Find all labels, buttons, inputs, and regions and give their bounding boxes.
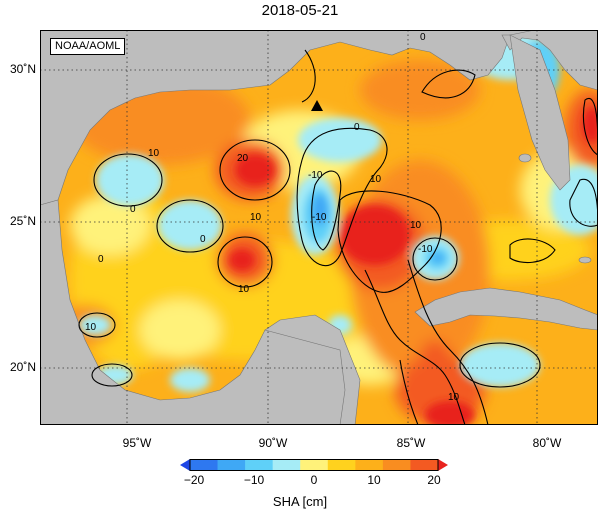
black-triangle-marker: [311, 100, 323, 111]
lon-label-90w: 90˚W: [258, 436, 288, 450]
colorbar-right-arrow: [438, 459, 448, 471]
colorbar-swatch: [217, 459, 246, 471]
colorbar-tick-label: −10: [243, 473, 265, 487]
colorbar-swatch: [245, 459, 274, 471]
lat-label-20n: 20˚N: [9, 360, 36, 374]
contour-label: 10: [448, 392, 460, 403]
contour-label: -10: [312, 212, 327, 223]
contour-label: -10: [308, 170, 323, 181]
colorbar-swatch: [300, 459, 329, 471]
colorbar-tick-label: −20: [183, 473, 205, 487]
contour-label: 0: [130, 204, 136, 215]
lon-label-80w: 80˚W: [532, 436, 562, 450]
contour-label: 20: [237, 153, 249, 164]
sea-height-anomaly-map: 0 0 0 0 0 10 10 10 10 10 10 20 -10 -10 -…: [40, 30, 598, 425]
contour-label: 10: [148, 148, 160, 159]
graticule: [40, 30, 598, 425]
land-masses: [40, 30, 598, 425]
colorbar-swatch: [410, 459, 439, 471]
credit-label: NOAA/AOML: [50, 38, 126, 55]
contour-label: 10: [85, 322, 97, 333]
contour-label-group: 0 0 0 0 0 10 10 10 10 10 10 20 -10 -10 -…: [85, 32, 460, 403]
colorbar-swatch: [327, 459, 356, 471]
contour-label: 10: [250, 212, 262, 223]
contour-label: -10: [418, 244, 433, 255]
colorbar-tick-label: 0: [310, 473, 318, 487]
colorbar-swatch: [355, 459, 384, 471]
contour-label: 0: [354, 122, 360, 133]
contour-label: 0: [420, 32, 426, 43]
lat-label-25n: 25˚N: [9, 214, 36, 228]
lon-label-85w: 85˚W: [396, 436, 426, 450]
colorbar-swatch: [382, 459, 411, 471]
colorbar-swatch: [190, 459, 219, 471]
lon-label-95w: 95˚W: [122, 436, 152, 450]
colorbar-left-arrow: [180, 459, 190, 471]
map-title: 2018-05-21: [261, 2, 339, 19]
contour-label: 0: [200, 234, 206, 245]
colorbar-title: SHA [cm]: [272, 494, 328, 509]
contour-label: 10: [238, 284, 250, 295]
map-border: [40, 30, 598, 425]
colorbar-swatch: [272, 459, 301, 471]
contour-label: 0: [98, 254, 104, 265]
colorbar-tick-label: 20: [427, 473, 441, 487]
colorbar: [180, 459, 448, 471]
colorbar-tick-label: 10: [367, 473, 381, 487]
contour-label: 10: [410, 220, 422, 231]
lat-label-30n: 30˚N: [9, 62, 36, 76]
contour-label: 10: [370, 174, 382, 185]
